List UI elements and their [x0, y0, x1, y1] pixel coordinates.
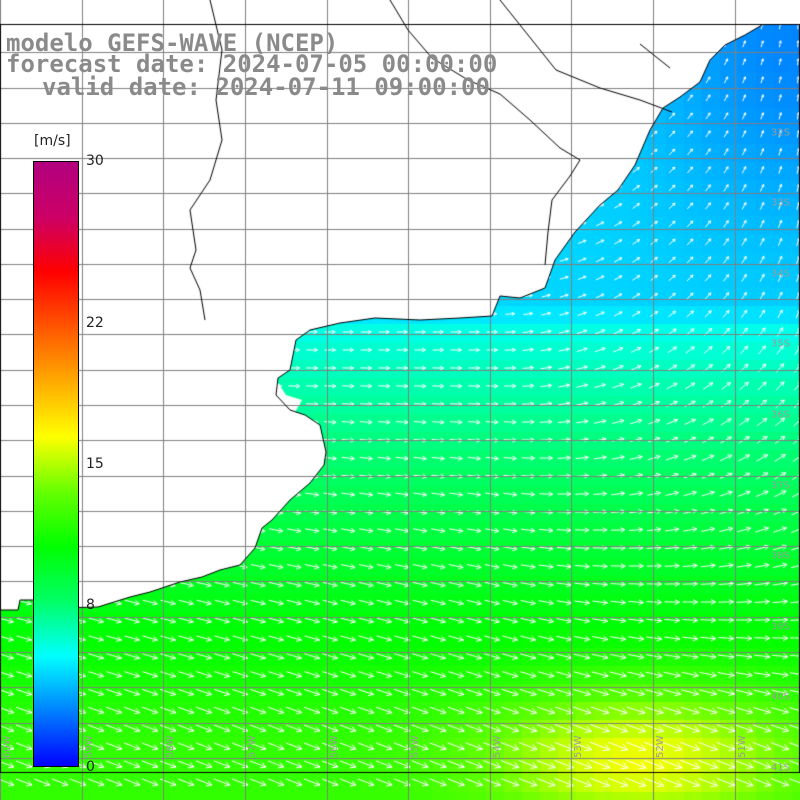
longitude-label: 51W	[736, 735, 748, 758]
colorbar-tick-label: 30	[86, 153, 104, 169]
colorbar-tick-label: 0	[86, 759, 95, 775]
longitude-label: 52W	[655, 735, 667, 758]
colorbar-tick-label: 15	[86, 456, 104, 472]
latitude-label: 34S	[771, 268, 791, 280]
latitude-label: 32S	[771, 127, 791, 139]
longitude-label: 54W	[491, 735, 503, 758]
colorbar	[33, 161, 79, 767]
colorbar-tick-label: 22	[86, 314, 104, 331]
latitude-label: 41S	[771, 762, 791, 774]
latitude-label: 39S	[771, 621, 791, 633]
longitude-label: 60W	[2, 735, 13, 758]
latitude-label: 35S	[771, 338, 791, 350]
longitude-label: 53W	[573, 735, 585, 758]
longitude-label: 55W	[410, 735, 422, 758]
colorbar-tick-label: 8	[86, 597, 95, 614]
latitude-label: 37S	[771, 480, 791, 492]
longitude-label: 59W	[83, 735, 95, 758]
longitude-label: 56W	[328, 735, 340, 758]
latitude-label: 38S	[771, 550, 791, 562]
model-title: modelo GEFS-WAVE (NCEP)	[6, 29, 339, 57]
valid-date-title: valid date: 2024-07-11 09:00:00	[42, 73, 490, 101]
forecast-date-title: forecast date: 2024-07-05 00:00:00	[6, 50, 498, 78]
latitude-label: 36S	[771, 409, 791, 421]
longitude-label: 57W	[246, 735, 258, 758]
longitude-label: 58W	[165, 735, 177, 758]
colorbar-unit-label: [m/s]	[34, 133, 71, 149]
latitude-label: 40S	[771, 691, 791, 703]
latitude-label: 33S	[771, 197, 791, 209]
